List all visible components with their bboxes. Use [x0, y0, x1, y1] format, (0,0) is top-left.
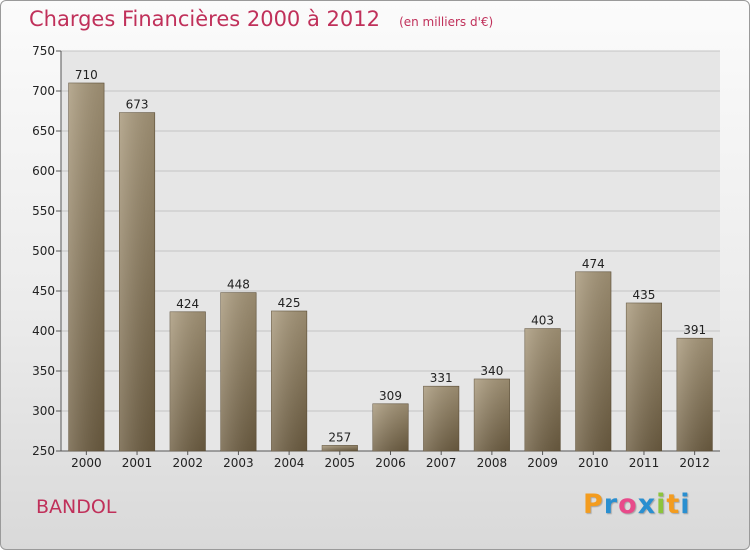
- logo-letter: P: [583, 489, 604, 520]
- x-tick-label-2011: 2011: [629, 456, 660, 470]
- x-tick-label-2005: 2005: [325, 456, 356, 470]
- value-label-2008: 340: [480, 364, 503, 378]
- y-tick-label: 350: [32, 364, 55, 378]
- value-label-2001: 673: [126, 98, 149, 112]
- bar-shade-2001: [119, 112, 155, 451]
- y-tick-label: 300: [32, 404, 55, 418]
- x-tick-label-2001: 2001: [122, 456, 153, 470]
- proxiti-logo: Proxiti: [583, 489, 691, 520]
- y-tick-label: 600: [32, 164, 55, 178]
- label-layer: 710 673 424 448 425 257 309 331 340 403 474 435 391: [75, 68, 706, 444]
- bar-shade-2010: [575, 271, 612, 451]
- y-tick-label: 250: [32, 444, 55, 458]
- y-tick-label: 450: [32, 284, 55, 298]
- y-tick-label: 400: [32, 324, 55, 338]
- y-tick-label: 650: [32, 124, 55, 138]
- bar-shade-2003: [220, 292, 257, 451]
- chart-unit-note: (en milliers d'€): [399, 15, 494, 29]
- bar-shade-2000: [68, 83, 105, 451]
- x-tick-label-2003: 2003: [223, 456, 254, 470]
- value-label-2006: 309: [379, 389, 402, 403]
- y-tick-label: 550: [32, 204, 55, 218]
- x-tick-label-2010: 2010: [578, 456, 609, 470]
- x-tick-label-2007: 2007: [426, 456, 457, 470]
- value-label-2003: 448: [227, 278, 250, 292]
- logo-letter: r: [603, 489, 619, 520]
- value-label-2011: 435: [633, 288, 656, 302]
- title-row: Charges Financières 2000 à 2012 (en mill…: [29, 7, 493, 31]
- value-label-2000: 710: [75, 68, 98, 82]
- x-tick-label-2002: 2002: [172, 456, 203, 470]
- bar-shade-2002: [169, 311, 206, 451]
- logo-letter: i: [656, 489, 667, 520]
- x-tick-label-2006: 2006: [375, 456, 406, 470]
- value-label-2005: 257: [328, 430, 351, 444]
- logo-letter: i: [680, 489, 691, 520]
- x-tick-label-2012: 2012: [679, 456, 710, 470]
- logo-letter: o: [618, 489, 638, 520]
- value-label-2007: 331: [430, 371, 453, 385]
- x-tick-label-2009: 2009: [527, 456, 558, 470]
- bar-shade-2004: [271, 311, 307, 451]
- bar-shade-2005: [322, 445, 358, 451]
- y-tick-label: 700: [32, 84, 55, 98]
- value-label-2010: 474: [582, 257, 605, 271]
- y-tick-label: 500: [32, 244, 55, 258]
- bar-layer: [68, 82, 713, 452]
- bar-shade-2011: [626, 303, 662, 451]
- value-label-2009: 403: [531, 314, 554, 328]
- value-label-2002: 424: [176, 297, 199, 311]
- x-tick-label-2000: 2000: [71, 456, 102, 470]
- chart-title: Charges Financières 2000 à 2012: [29, 7, 380, 31]
- y-tick-label: 750: [32, 44, 55, 58]
- x-tick-label-2004: 2004: [274, 456, 305, 470]
- bar-shade-2008: [474, 379, 510, 451]
- logo-letter: t: [666, 489, 681, 520]
- bar-shade-2007: [423, 386, 459, 451]
- bar-shade-2009: [524, 328, 561, 451]
- city-name: BANDOL: [36, 496, 117, 518]
- bar-shade-2012: [676, 338, 713, 451]
- x-tick-label-2008: 2008: [477, 456, 508, 470]
- logo-letter: x: [637, 489, 657, 520]
- value-label-2012: 391: [683, 323, 706, 337]
- bar-shade-2006: [372, 403, 409, 451]
- value-label-2004: 425: [278, 296, 301, 310]
